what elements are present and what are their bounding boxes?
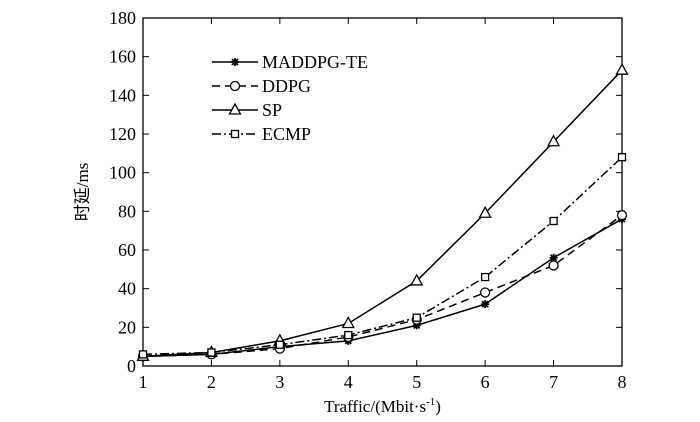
legend-item-ecmp: ECMP (212, 124, 311, 144)
y-tick-label: 0 (127, 356, 136, 376)
data-point-ecmp (207, 348, 216, 357)
x-tick-label: 3 (275, 372, 284, 392)
data-point-ddpg (479, 287, 491, 298)
data-point-ecmp (549, 216, 558, 226)
legend-label: SP (262, 100, 282, 120)
data-point-maddpg-te (412, 321, 421, 330)
data-point-sp (478, 205, 492, 218)
legend-item-maddpg-te: MADDPG-TE (212, 52, 368, 72)
legend-item-ddpg: DDPG (212, 76, 311, 96)
data-point-ecmp (480, 272, 490, 282)
data-point-sp (410, 273, 424, 286)
x-tick-label: 4 (344, 372, 353, 392)
data-point-sp (341, 316, 355, 329)
plot-frame (142, 17, 623, 367)
legend-marker-maddpg-te (231, 58, 239, 66)
series-line-ecmp (142, 156, 623, 356)
series-maddpg-te (139, 215, 626, 361)
x-tick-label: 6 (481, 372, 490, 392)
y-tick-label: 80 (118, 201, 136, 221)
y-tick-label: 180 (109, 8, 136, 28)
legend-label: MADDPG-TE (262, 52, 368, 72)
y-tick-label: 20 (118, 317, 136, 337)
y-tick-label: 120 (109, 124, 136, 144)
series-layer (136, 62, 629, 362)
data-point-ecmp (138, 350, 148, 359)
y-axis-label: 时延/ms (73, 163, 92, 222)
data-point-ddpg (616, 210, 628, 221)
legend-marker-sp (228, 102, 242, 115)
x-tick-label: 7 (549, 372, 558, 392)
x-tick-label: 1 (139, 372, 148, 392)
series-line-maddpg-te (142, 218, 623, 358)
y-tick-label: 140 (109, 85, 136, 105)
x-tick-label: 5 (412, 372, 421, 392)
x-tick-label: 8 (618, 372, 627, 392)
data-point-maddpg-te (481, 300, 490, 309)
y-tick-label: 60 (118, 240, 136, 260)
y-tick-label: 160 (109, 47, 136, 67)
data-point-sp (546, 134, 561, 147)
data-point-ecmp (412, 313, 421, 322)
legend-label: ECMP (262, 124, 311, 144)
legend-item-sp: SP (212, 100, 282, 120)
data-point-ddpg (548, 260, 559, 271)
y-tick-label: 100 (109, 163, 136, 183)
axes: 0 20 40 60 80 100 120 140 160 180 1 2 3 4 5 6 7 8 (109, 8, 627, 392)
series-sp (136, 62, 629, 361)
series-line-sp (142, 69, 623, 358)
series-ddpg (137, 210, 628, 362)
series-line-ddpg (142, 214, 623, 358)
legend-marker-ecmp (230, 129, 240, 139)
x-axis-label: Traffic/(Mbit·s-1) (324, 396, 441, 416)
legend-label: DDPG (262, 76, 311, 96)
legend-marker-ddpg (229, 80, 241, 92)
series-ecmp (138, 153, 627, 359)
legend: MADDPG-TE DDPG SP ECMP (212, 52, 368, 144)
data-point-maddpg-te (549, 253, 558, 262)
data-point-ecmp (275, 340, 285, 349)
y-tick-label: 40 (118, 279, 136, 299)
data-point-sp (615, 62, 629, 75)
data-point-ecmp (617, 153, 627, 162)
x-tick-label: 2 (207, 372, 216, 392)
data-point-ecmp (344, 330, 353, 340)
